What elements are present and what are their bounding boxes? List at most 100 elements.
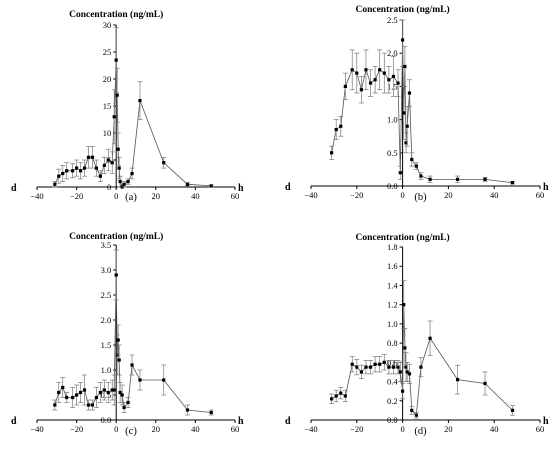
- data-point: [339, 124, 343, 128]
- data-point: [330, 151, 334, 155]
- data-point: [339, 391, 343, 395]
- data-point: [78, 169, 83, 173]
- data-point: [391, 365, 396, 369]
- x-tick-label: −40: [304, 190, 317, 200]
- data-point: [455, 378, 460, 382]
- data-point: [343, 84, 347, 88]
- data-point: [114, 58, 118, 62]
- data-point: [382, 360, 386, 364]
- data-point: [373, 362, 377, 366]
- y-tick-label: 3.5: [101, 240, 112, 250]
- data-point: [483, 381, 487, 386]
- panel-label: (c): [125, 426, 137, 437]
- y-tick-label: 2.5: [101, 290, 112, 300]
- y-tick-label: 0.0: [387, 181, 398, 191]
- data-point: [483, 177, 487, 181]
- x-tick-label: 0: [400, 424, 404, 434]
- data-point: [405, 124, 409, 128]
- data-point: [82, 388, 87, 392]
- data-point: [112, 115, 116, 119]
- data-point: [94, 395, 98, 400]
- y-tick-label: 1.5: [101, 340, 112, 350]
- data-point: [61, 171, 65, 176]
- data-point: [396, 81, 400, 85]
- x-tick-label: −20: [350, 190, 363, 200]
- data-point: [419, 174, 423, 178]
- data-point: [368, 365, 373, 369]
- data-point: [53, 403, 57, 407]
- data-point: [209, 410, 213, 415]
- data-point: [359, 370, 363, 374]
- data-point: [378, 362, 382, 366]
- data-point: [138, 378, 142, 382]
- data-point: [98, 174, 102, 178]
- data-point: [402, 303, 406, 307]
- x-unit-left-label: d: [11, 416, 17, 427]
- y-tick-label: 0.2: [387, 396, 398, 406]
- chart-panel-b: −40 −20 0 20 40 60 0.0 0.5 1.0 1.5 2.0 2.5 d h Concent…: [285, 4, 549, 203]
- data-point: [106, 390, 110, 395]
- data-point: [116, 147, 120, 151]
- data-point: [82, 166, 87, 170]
- data-point: [118, 180, 122, 184]
- x-tick-label: 40: [490, 190, 499, 200]
- y-tick-label: 1.6: [387, 261, 398, 271]
- data-point: [118, 390, 122, 395]
- y-tick-label: 2.0: [101, 315, 112, 325]
- y-tick-label: 0.0: [387, 415, 398, 425]
- data-point: [162, 378, 166, 382]
- series-line: [331, 304, 513, 417]
- data-point: [404, 141, 408, 145]
- data-point: [75, 166, 79, 170]
- x-tick-label: −20: [70, 424, 83, 434]
- y-tick-label: 1.4: [387, 280, 398, 290]
- data-point: [407, 372, 412, 376]
- x-unit-right-label: h: [238, 183, 244, 194]
- data-point: [401, 38, 405, 42]
- x-tick-label: 20: [152, 191, 161, 201]
- y-tick-label: 0.5: [101, 390, 112, 400]
- data-point: [94, 166, 98, 170]
- data-point: [112, 388, 116, 392]
- data-point: [78, 390, 83, 395]
- y-tick-label: 1.5: [387, 81, 398, 91]
- data-point: [71, 395, 75, 400]
- data-point: [334, 127, 338, 132]
- chart-title: Concentration (ng/mL): [355, 4, 449, 15]
- data-point: [414, 164, 418, 168]
- data-point: [114, 273, 118, 277]
- y-tick-label: 0.4: [387, 377, 398, 387]
- data-point: [364, 365, 368, 369]
- data-point: [419, 365, 423, 369]
- data-point: [110, 161, 114, 165]
- x-tick-label: 40: [191, 191, 200, 201]
- data-point: [428, 177, 432, 181]
- data-point: [61, 385, 65, 390]
- data-point: [65, 169, 69, 173]
- data-point: [102, 163, 106, 167]
- chart-title: Concentration (ng/mL): [69, 231, 163, 242]
- y-tick-label: 1.0: [101, 365, 112, 375]
- x-tick-label: 60: [231, 191, 240, 201]
- data-point: [110, 388, 114, 392]
- chart-panel-c: −40 −20 0 20 40 60 0.0 0.5 1.0 1.5 2.0 2.5 3.0 3.5 d h C…: [11, 231, 244, 437]
- data-point: [122, 182, 126, 186]
- x-unit-left-label: d: [285, 416, 291, 427]
- data-point: [330, 397, 334, 401]
- x-unit-right-label: h: [543, 416, 549, 427]
- data-point: [359, 88, 363, 92]
- x-unit-left-label: d: [11, 183, 17, 194]
- data-point: [364, 68, 368, 72]
- data-point: [122, 405, 126, 410]
- y-tick-label: 0.5: [387, 148, 398, 158]
- data-point: [410, 157, 414, 162]
- data-point: [117, 166, 121, 170]
- data-point: [98, 390, 102, 395]
- y-tick-label: 1.8: [387, 242, 398, 252]
- data-point: [414, 413, 418, 417]
- y-tick-label: 0.0: [101, 415, 112, 425]
- panel-label: (a): [125, 192, 137, 203]
- panel-label: (d): [414, 426, 427, 437]
- x-tick-label: 0: [114, 191, 118, 201]
- x-tick-label: 40: [490, 424, 499, 434]
